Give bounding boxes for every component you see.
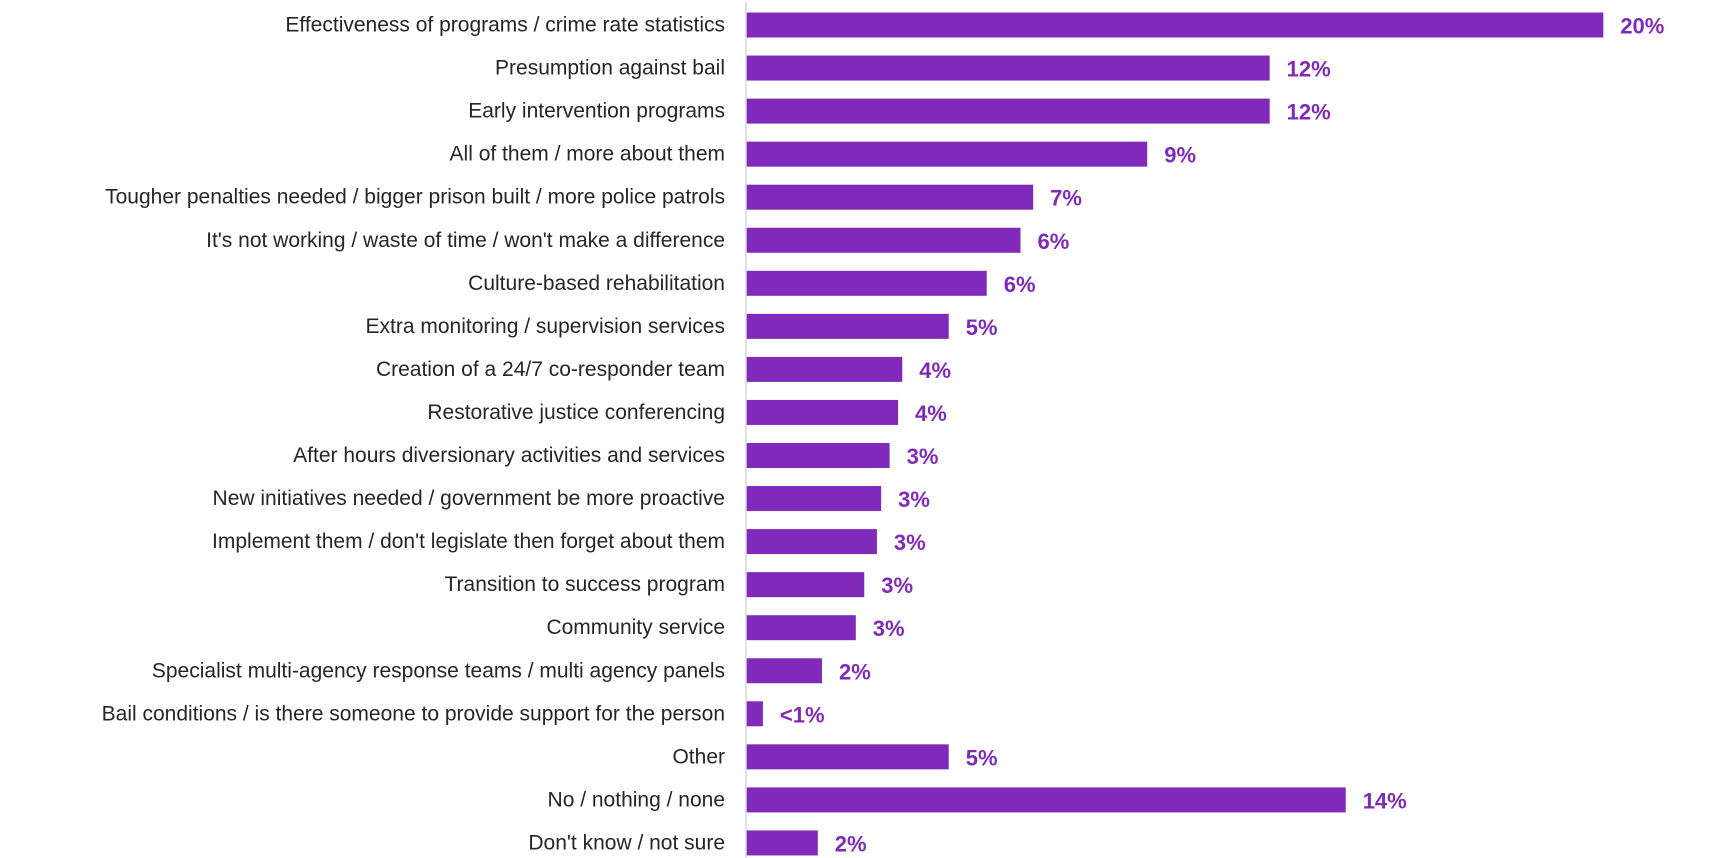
value-label: 2% <box>839 659 871 684</box>
category-label: Culture-based rehabilitation <box>468 272 725 295</box>
value-label: 3% <box>873 616 905 641</box>
value-labels: 20%12%12%9%7%6%6%5%4%4%3%3%3%3%3%2%<1%5%… <box>780 14 1664 857</box>
category-label: Creation of a 24/7 co-responder team <box>376 358 725 381</box>
value-label: 6% <box>1004 272 1036 297</box>
value-label: 3% <box>907 444 939 469</box>
value-label: 12% <box>1287 100 1331 125</box>
value-label: <1% <box>780 702 825 727</box>
bar <box>746 701 763 727</box>
category-label: No / nothing / none <box>548 788 725 811</box>
bar <box>746 227 1021 253</box>
value-label: 3% <box>894 530 926 555</box>
value-label: 7% <box>1050 186 1082 211</box>
value-label: 4% <box>919 358 951 383</box>
bar <box>746 12 1604 38</box>
bar <box>746 313 949 339</box>
value-label: 5% <box>966 315 998 340</box>
value-label: 2% <box>835 831 867 856</box>
bar <box>746 572 865 598</box>
category-label: Effectiveness of programs / crime rate s… <box>285 14 725 37</box>
category-label: Restorative justice conferencing <box>427 401 725 424</box>
category-label: Community service <box>546 616 725 639</box>
category-label: Specialist multi-agency response teams /… <box>152 659 725 682</box>
value-label: 20% <box>1620 14 1664 39</box>
category-label: Extra monitoring / supervision services <box>366 315 725 338</box>
bar <box>746 55 1270 81</box>
bar <box>746 744 949 770</box>
bar <box>746 830 818 856</box>
category-label: Implement them / don't legislate then fo… <box>212 530 725 553</box>
bar <box>746 98 1270 124</box>
category-label: Don't know / not sure <box>528 831 725 854</box>
category-label: All of them / more about them <box>450 143 725 166</box>
category-label: Other <box>672 745 725 768</box>
value-label: 3% <box>881 573 913 598</box>
category-label: Early intervention programs <box>468 100 725 123</box>
bar <box>746 399 899 425</box>
bar <box>746 270 987 296</box>
bar <box>746 141 1148 167</box>
category-label: New initiatives needed / government be m… <box>213 487 725 510</box>
bars <box>746 12 1604 856</box>
bar <box>746 184 1034 210</box>
category-label: Bail conditions / is there someone to pr… <box>102 702 725 725</box>
category-label: Transition to success program <box>445 573 726 596</box>
value-label: 12% <box>1287 57 1331 82</box>
bar <box>746 529 877 555</box>
value-label: 3% <box>898 487 930 512</box>
bar <box>746 443 890 468</box>
bar <box>746 658 823 684</box>
value-label: 4% <box>915 401 947 426</box>
bar <box>746 486 882 512</box>
category-labels: Effectiveness of programs / crime rate s… <box>102 14 725 855</box>
category-label: Tougher penalties needed / bigger prison… <box>105 186 725 209</box>
value-label: 5% <box>966 745 998 770</box>
category-label: After hours diversionary activities and … <box>293 444 725 467</box>
value-label: 9% <box>1164 143 1196 168</box>
value-label: 14% <box>1363 788 1407 813</box>
value-label: 6% <box>1038 229 1070 254</box>
category-label: Presumption against bail <box>495 57 725 80</box>
bar <box>746 356 903 382</box>
category-label: It's not working / waste of time / won't… <box>206 229 725 252</box>
bar <box>746 787 1346 813</box>
bar <box>746 615 856 641</box>
